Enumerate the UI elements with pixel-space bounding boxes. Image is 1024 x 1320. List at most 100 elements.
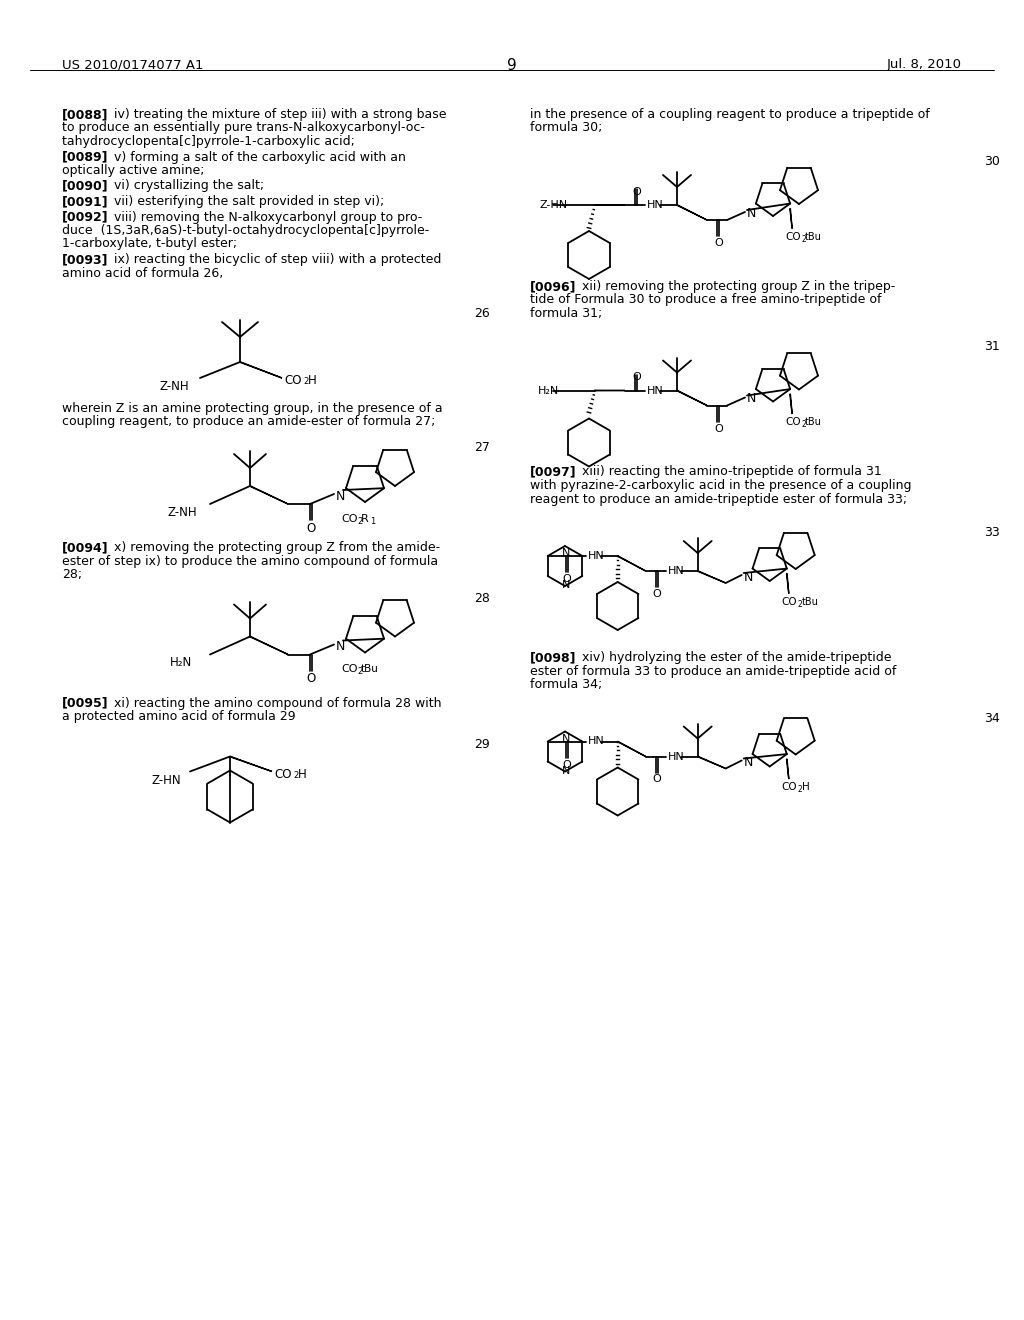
Polygon shape [230, 756, 272, 771]
Text: v) forming a salt of the carboxylic acid with an: v) forming a salt of the carboxylic acid… [102, 150, 406, 164]
Text: tBu: tBu [805, 231, 822, 242]
Text: 2: 2 [801, 420, 806, 429]
Text: to produce an essentially pure trans-N-alkoxycarbonyl-oc-: to produce an essentially pure trans-N-a… [62, 121, 425, 135]
Text: vi) crystallizing the salt;: vi) crystallizing the salt; [102, 180, 264, 193]
Text: xii) removing the protecting group Z in the tripep-: xii) removing the protecting group Z in … [570, 280, 895, 293]
Text: 2: 2 [357, 668, 362, 676]
Text: [0096]: [0096] [530, 280, 577, 293]
Text: 9: 9 [507, 58, 517, 73]
Text: [0090]: [0090] [62, 180, 109, 193]
Text: O: O [632, 372, 641, 383]
Text: [0091]: [0091] [62, 195, 109, 209]
Text: 33: 33 [984, 525, 1000, 539]
Text: [0089]: [0089] [62, 150, 109, 164]
Polygon shape [677, 391, 707, 405]
Text: 28;: 28; [62, 568, 82, 581]
Text: xiii) reacting the amino-tripeptide of formula 31: xiii) reacting the amino-tripeptide of f… [570, 466, 882, 479]
Polygon shape [250, 636, 288, 655]
Text: xi) reacting the amino compound of formula 28 with: xi) reacting the amino compound of formu… [102, 697, 441, 710]
Text: N: N [336, 640, 345, 653]
Text: HN: HN [647, 385, 664, 396]
Text: R: R [361, 513, 369, 524]
Text: O: O [652, 589, 662, 599]
Text: N: N [743, 756, 753, 770]
Text: H₂N: H₂N [538, 385, 559, 396]
Text: iv) treating the mixture of step iii) with a strong base: iv) treating the mixture of step iii) wi… [102, 108, 446, 121]
Text: HN: HN [668, 566, 684, 576]
Text: in the presence of a coupling reagent to produce a tripeptide of: in the presence of a coupling reagent to… [530, 108, 930, 121]
Text: CO: CO [274, 768, 292, 781]
Polygon shape [617, 556, 646, 572]
Text: H: H [298, 768, 307, 781]
Text: HN: HN [668, 751, 684, 762]
Text: 31: 31 [984, 341, 1000, 354]
Text: Z-NH: Z-NH [168, 506, 198, 519]
Text: x) removing the protecting group Z from the amide-: x) removing the protecting group Z from … [102, 541, 440, 554]
Text: N: N [743, 572, 753, 583]
Polygon shape [790, 209, 793, 228]
Text: HN: HN [647, 201, 664, 210]
Polygon shape [240, 362, 282, 378]
Text: O: O [562, 759, 571, 770]
Text: CO: CO [341, 513, 357, 524]
Text: tahydrocyclopenta[c]pyrrole-1-carboxylic acid;: tahydrocyclopenta[c]pyrrole-1-carboxylic… [62, 135, 355, 148]
Text: 30: 30 [984, 154, 1000, 168]
Text: O: O [562, 574, 571, 583]
Text: H: H [308, 374, 316, 387]
Text: with pyrazine-2-carboxylic acid in the presence of a coupling: with pyrazine-2-carboxylic acid in the p… [530, 479, 911, 492]
Text: formula 31;: formula 31; [530, 308, 602, 319]
Text: Z-HN: Z-HN [540, 201, 568, 210]
Text: N: N [562, 766, 570, 776]
Polygon shape [786, 573, 788, 594]
Polygon shape [786, 759, 788, 779]
Text: [0092]: [0092] [62, 210, 109, 223]
Text: N: N [562, 548, 570, 558]
Polygon shape [697, 756, 726, 768]
Text: O: O [306, 521, 315, 535]
Text: 1: 1 [370, 517, 375, 525]
Text: O: O [714, 424, 723, 433]
Text: tBu: tBu [805, 417, 822, 428]
Text: N: N [746, 207, 757, 220]
Text: tBu: tBu [802, 597, 818, 607]
Text: O: O [306, 672, 315, 685]
Text: coupling reagent, to produce an amide-ester of formula 27;: coupling reagent, to produce an amide-es… [62, 416, 435, 429]
Text: viii) removing the N-alkoxycarbonyl group to pro-: viii) removing the N-alkoxycarbonyl grou… [102, 210, 422, 223]
Text: CO: CO [284, 374, 301, 387]
Text: ix) reacting the bicyclic of step viii) with a protected: ix) reacting the bicyclic of step viii) … [102, 253, 441, 267]
Text: CO: CO [341, 664, 357, 675]
Text: tide of Formula 30 to produce a free amino-tripeptide of: tide of Formula 30 to produce a free ami… [530, 293, 882, 306]
Polygon shape [677, 205, 707, 220]
Text: duce  (1S,3aR,6aS)-t-butyl-octahydrocyclopenta[c]pyrrole-: duce (1S,3aR,6aS)-t-butyl-octahydrocyclo… [62, 224, 429, 238]
Text: O: O [632, 187, 641, 197]
Text: N: N [746, 392, 757, 405]
Text: amino acid of formula 26,: amino acid of formula 26, [62, 267, 223, 280]
Polygon shape [617, 742, 646, 756]
Text: tBu: tBu [361, 664, 379, 675]
Text: formula 30;: formula 30; [530, 121, 602, 135]
Text: O: O [714, 238, 723, 248]
Text: ester of formula 33 to produce an amide-tripeptide acid of: ester of formula 33 to produce an amide-… [530, 664, 896, 677]
Text: 2: 2 [303, 378, 308, 385]
Text: 1-carboxylate, t-butyl ester;: 1-carboxylate, t-butyl ester; [62, 238, 238, 251]
Polygon shape [250, 486, 288, 504]
Text: ester of step ix) to produce the amino compound of formula: ester of step ix) to produce the amino c… [62, 554, 438, 568]
Text: 2: 2 [801, 235, 806, 244]
Text: CO: CO [785, 417, 801, 428]
Text: H: H [802, 781, 810, 792]
Text: 34: 34 [984, 711, 1000, 725]
Text: 26: 26 [474, 308, 490, 319]
Text: [0095]: [0095] [62, 697, 109, 710]
Text: US 2010/0174077 A1: US 2010/0174077 A1 [62, 58, 204, 71]
Text: [0094]: [0094] [62, 541, 109, 554]
Text: N: N [336, 490, 345, 503]
Text: HN: HN [588, 550, 604, 561]
Text: 2: 2 [357, 517, 362, 525]
Text: CO: CO [785, 231, 801, 242]
Text: [0093]: [0093] [62, 253, 109, 267]
Text: vii) esterifying the salt provided in step vi);: vii) esterifying the salt provided in st… [102, 195, 384, 209]
Text: 28: 28 [474, 591, 490, 605]
Text: wherein Z is an amine protecting group, in the presence of a: wherein Z is an amine protecting group, … [62, 403, 442, 414]
Text: HN: HN [588, 737, 604, 747]
Text: Z-HN: Z-HN [152, 774, 181, 787]
